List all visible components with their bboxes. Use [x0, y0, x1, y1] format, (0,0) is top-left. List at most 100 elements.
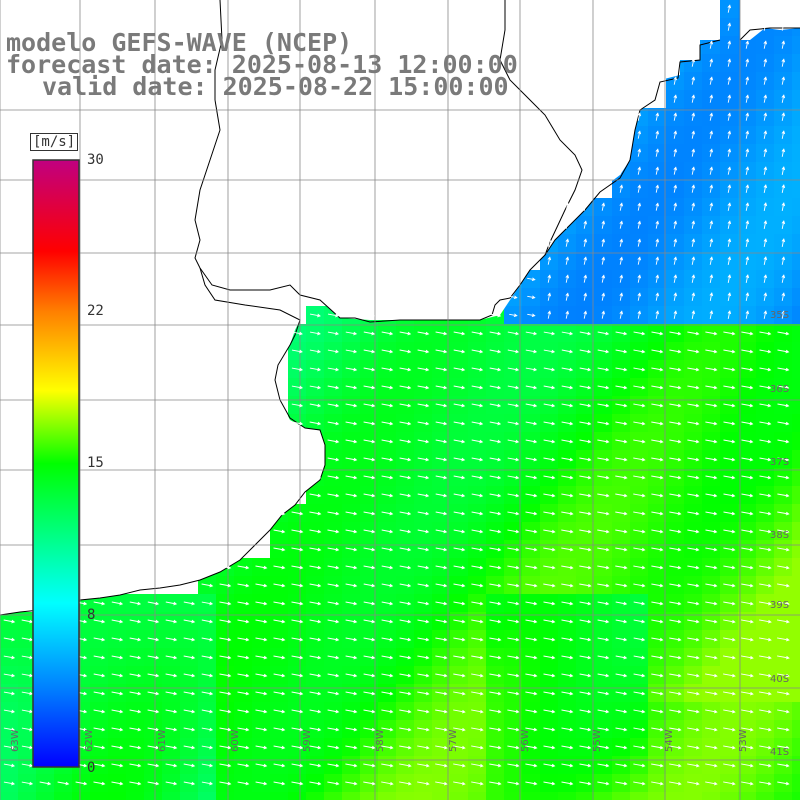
wind-arrow: [723, 691, 736, 696]
wind-arrow: [435, 475, 448, 480]
wind-arrow: [561, 727, 574, 732]
wind-arrow: [453, 547, 466, 552]
wind-arrow: [727, 112, 732, 121]
wind-arrow: [723, 421, 736, 426]
wind-arrow: [525, 709, 538, 714]
wind-arrow: [565, 202, 570, 211]
wind-arrow: [237, 583, 250, 588]
wind-arrow: [507, 763, 520, 768]
wind-cell: [216, 792, 234, 800]
wind-arrow: [579, 547, 592, 552]
wind-arrow: [615, 565, 628, 570]
wind-arrow: [741, 547, 754, 552]
wind-arrow: [705, 691, 718, 696]
wind-arrow: [201, 565, 214, 570]
wind-arrow: [651, 709, 664, 714]
wind-arrow: [633, 727, 646, 732]
wind-arrow: [565, 220, 570, 229]
wind-arrow: [129, 601, 142, 606]
wind-arrow: [507, 565, 520, 570]
wind-arrow: [147, 781, 160, 786]
wind-arrow: [399, 403, 412, 408]
wind-arrow: [561, 709, 574, 714]
wind-arrow: [435, 385, 448, 390]
wind-arrow: [327, 781, 340, 786]
wind-arrow: [273, 583, 286, 588]
wind-arrow: [219, 619, 232, 624]
wind-arrow: [471, 637, 484, 642]
wind-arrow: [709, 58, 714, 67]
wind-arrow: [219, 727, 232, 732]
wind-arrow: [273, 673, 286, 678]
wind-arrow: [399, 619, 412, 624]
wind-arrow: [705, 655, 718, 660]
wind-arrow: [723, 511, 736, 516]
wind-arrow: [273, 637, 286, 642]
wind-arrow: [691, 184, 696, 193]
wind-cell: [702, 792, 720, 800]
wind-arrow: [255, 619, 268, 624]
wind-arrow: [435, 565, 448, 570]
lon-label: 60W: [230, 729, 241, 752]
wind-arrow: [763, 148, 768, 157]
wind-arrow: [579, 691, 592, 696]
wind-arrow: [471, 601, 484, 606]
wind-arrow: [705, 367, 718, 372]
wind-arrow: [3, 637, 16, 642]
wind-arrow: [363, 619, 376, 624]
wind-arrow: [327, 691, 340, 696]
wind-arrow: [723, 709, 736, 714]
wind-arrow: [165, 601, 178, 606]
wind-arrow: [399, 313, 412, 318]
wind-arrow: [453, 745, 466, 750]
wind-arrow: [93, 655, 106, 660]
wind-arrow: [727, 274, 732, 283]
wind-arrow: [745, 76, 750, 85]
wind-arrow: [543, 403, 556, 408]
wind-arrow: [763, 4, 768, 13]
wind-arrow: [615, 781, 628, 786]
wind-arrow: [435, 313, 448, 318]
wind-arrow: [741, 331, 754, 336]
wind-arrow: [363, 421, 376, 426]
wind-arrow: [237, 709, 250, 714]
wind-arrow: [723, 565, 736, 570]
wind-arrow: [669, 367, 682, 372]
wind-arrow: [781, 40, 786, 49]
wind-arrow: [651, 727, 664, 732]
wind-arrow: [255, 637, 268, 642]
wind-arrow: [637, 274, 642, 283]
wind-arrow: [651, 529, 664, 534]
wind-arrow: [327, 655, 340, 660]
wind-arrow: [745, 220, 750, 229]
wind-arrow: [615, 385, 628, 390]
wind-cell: [126, 792, 144, 800]
wind-arrow: [237, 691, 250, 696]
wind-arrow: [399, 475, 412, 480]
wind-arrow: [453, 493, 466, 498]
wind-arrow: [655, 220, 660, 229]
wind-cell: [792, 576, 800, 594]
wind-arrow: [93, 637, 106, 642]
wind-arrow: [727, 4, 732, 13]
wind-cell: [792, 216, 800, 234]
wind-cell: [792, 468, 800, 486]
wind-arrow: [453, 727, 466, 732]
wind-arrow: [673, 76, 678, 85]
wind-arrow: [543, 349, 556, 354]
wind-arrow: [471, 457, 484, 462]
wind-arrow: [691, 112, 696, 121]
wind-arrow: [291, 331, 303, 336]
wind-arrow: [723, 385, 736, 390]
wind-arrow: [327, 313, 339, 318]
wind-arrow: [527, 313, 536, 318]
wind-arrow: [565, 238, 570, 247]
wind-arrow: [763, 184, 768, 193]
wind-arrow: [687, 565, 700, 570]
wind-cell: [792, 522, 800, 540]
wind-arrow: [619, 220, 624, 229]
wind-arrow: [525, 745, 538, 750]
wind-arrow: [345, 781, 358, 786]
wind-arrow: [525, 637, 538, 642]
wind-arrow: [255, 691, 268, 696]
